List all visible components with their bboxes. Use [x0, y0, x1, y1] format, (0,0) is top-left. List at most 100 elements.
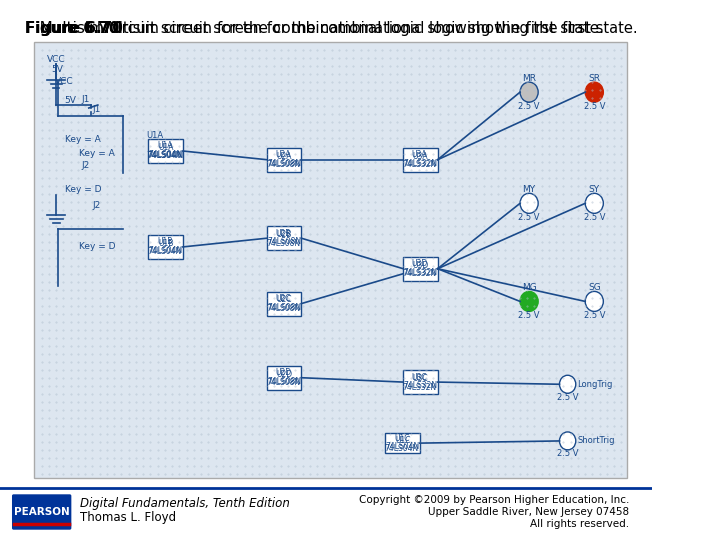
Text: 2.5 V: 2.5 V [518, 311, 540, 320]
Text: U3D: U3D [413, 261, 428, 269]
Text: 74LS04N: 74LS04N [148, 247, 182, 256]
Text: 74LS08N: 74LS08N [266, 304, 300, 313]
Text: 74LS32N: 74LS32N [402, 382, 436, 392]
Text: 74LS08N: 74LS08N [267, 159, 301, 168]
Text: MY: MY [523, 185, 536, 194]
Bar [148, 235, 183, 259]
Text: U2C: U2C [276, 295, 292, 305]
Text: U3A: U3A [412, 150, 428, 159]
Bar [385, 433, 420, 453]
Text: All rights reserved.: All rights reserved. [531, 519, 629, 529]
Text: U1C: U1C [395, 436, 410, 444]
Text: LongTrig: LongTrig [577, 380, 613, 389]
Text: 74LS04N: 74LS04N [148, 150, 183, 159]
Circle shape [585, 193, 603, 213]
Text: U3D: U3D [411, 259, 428, 268]
Circle shape [559, 375, 576, 393]
Text: 74LS04N: 74LS04N [147, 152, 184, 160]
Text: 74LS04N: 74LS04N [148, 246, 183, 255]
Text: VCC: VCC [47, 56, 66, 64]
Text: Copyright ©2009 by Pearson Higher Education, Inc.: Copyright ©2009 by Pearson Higher Educat… [359, 495, 629, 505]
Text: U2D: U2D [276, 369, 292, 379]
Text: Digital Fundamentals, Tenth Edition: Digital Fundamentals, Tenth Edition [80, 496, 289, 510]
Text: 74LS32N: 74LS32N [403, 381, 438, 390]
Text: U1C: U1C [394, 434, 410, 443]
Circle shape [520, 292, 538, 312]
FancyBboxPatch shape [13, 495, 71, 529]
Bar [148, 139, 183, 163]
Text: SY: SY [589, 185, 600, 194]
Text: U1A: U1A [147, 132, 163, 140]
Text: U2D: U2D [275, 368, 292, 377]
Text: U3A: U3A [413, 152, 428, 160]
Bar [267, 292, 302, 315]
Text: U3C: U3C [413, 374, 428, 383]
Text: U1B: U1B [157, 238, 173, 246]
Text: U1B: U1B [158, 239, 174, 248]
Text: 74LS08N: 74LS08N [266, 160, 300, 169]
Bar [403, 370, 438, 394]
Text: 74LS32N: 74LS32N [402, 160, 436, 169]
Text: U2A: U2A [276, 150, 291, 159]
Text: 2.5 V: 2.5 V [583, 102, 605, 111]
Circle shape [520, 82, 538, 102]
Text: U2B: U2B [276, 230, 292, 239]
Text: J1: J1 [81, 96, 90, 105]
Text: Key = A: Key = A [79, 148, 114, 158]
Text: 74LS08N: 74LS08N [266, 239, 300, 248]
Circle shape [585, 82, 603, 102]
Text: VCC: VCC [55, 77, 73, 86]
Text: MG: MG [522, 283, 536, 292]
Circle shape [559, 432, 576, 450]
Text: J2: J2 [81, 160, 90, 170]
Text: Key = D: Key = D [66, 186, 102, 194]
Text: 74LS04N: 74LS04N [148, 152, 182, 160]
Text: 74LS08N: 74LS08N [267, 377, 301, 386]
Text: 2.5 V: 2.5 V [583, 213, 605, 222]
Text: J1: J1 [92, 105, 101, 114]
Text: 2.5 V: 2.5 V [518, 102, 540, 111]
Bar [267, 366, 302, 390]
Text: Multisim circuit screen for the combinational logic showing the first state.: Multisim circuit screen for the combinat… [83, 21, 638, 36]
FancyBboxPatch shape [35, 42, 627, 478]
Text: U2A: U2A [276, 152, 292, 160]
Bar [267, 148, 302, 172]
Text: 5V: 5V [52, 65, 63, 75]
Text: Figure 6.70: Figure 6.70 [25, 21, 120, 36]
Text: 74LS32N: 74LS32N [403, 159, 438, 168]
Text: U1A: U1A [158, 143, 174, 152]
Text: 5V: 5V [64, 96, 76, 105]
Bar [267, 226, 302, 250]
Text: 74LS32N: 74LS32N [402, 269, 436, 278]
Text: 2.5 V: 2.5 V [557, 449, 578, 458]
Text: 74LS08N: 74LS08N [266, 378, 300, 387]
Text: Upper Saddle River, New Jersey 07458: Upper Saddle River, New Jersey 07458 [428, 507, 629, 517]
Text: 74LS04N: 74LS04N [384, 444, 419, 453]
Text: 74LS08N: 74LS08N [267, 237, 301, 246]
Text: 74LS08N: 74LS08N [267, 303, 301, 312]
Text: Key = A: Key = A [66, 136, 101, 145]
Text: J2: J2 [92, 201, 101, 210]
Text: Figure 6.70: Figure 6.70 [25, 21, 123, 36]
Text: Multisim circuit screen for the combinational logic showing the first state.: Multisim circuit screen for the combinat… [25, 21, 604, 36]
Text: 2.5 V: 2.5 V [518, 213, 540, 222]
Text: 2.5 V: 2.5 V [583, 311, 605, 320]
Bar [403, 256, 438, 281]
Text: U3C: U3C [412, 373, 428, 382]
Text: 74LS04N: 74LS04N [385, 442, 420, 450]
Text: SR: SR [588, 73, 600, 83]
Text: Key = D: Key = D [79, 242, 115, 252]
Circle shape [585, 292, 603, 312]
Bar [403, 148, 438, 172]
Text: ShortTrig: ShortTrig [577, 436, 615, 446]
Text: 74LS32N: 74LS32N [403, 268, 438, 277]
Text: MR: MR [522, 73, 536, 83]
Text: U2C: U2C [276, 294, 291, 303]
Circle shape [520, 193, 538, 213]
Text: U2B: U2B [276, 229, 291, 238]
Text: Thomas L. Floyd: Thomas L. Floyd [80, 511, 176, 524]
Text: SG: SG [588, 283, 600, 292]
Text: 2.5 V: 2.5 V [557, 393, 578, 402]
Text: U1A: U1A [157, 141, 173, 151]
Text: PEARSON: PEARSON [14, 507, 70, 517]
